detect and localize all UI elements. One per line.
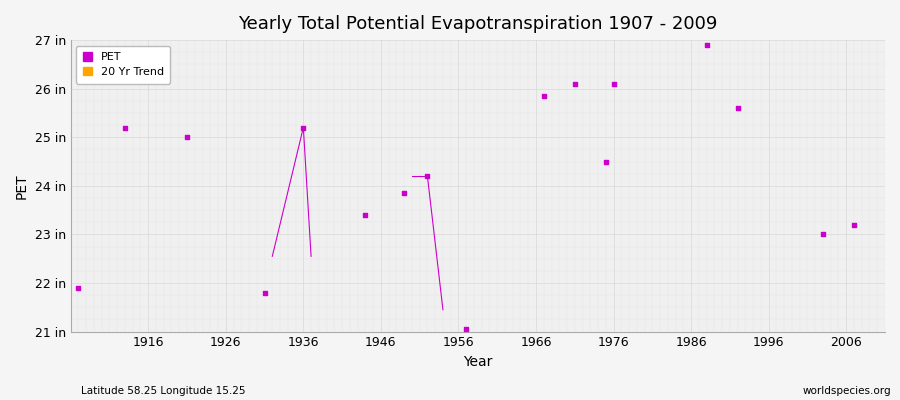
Point — [815, 231, 830, 238]
Y-axis label: PET: PET — [15, 173, 29, 199]
Text: worldspecies.org: worldspecies.org — [803, 386, 891, 396]
Point — [536, 93, 551, 99]
X-axis label: Year: Year — [464, 355, 492, 369]
Point — [598, 158, 613, 165]
Point — [397, 190, 411, 196]
Point — [296, 124, 310, 131]
Point — [71, 285, 86, 291]
Point — [420, 173, 435, 179]
Point — [699, 42, 714, 48]
Point — [358, 212, 373, 218]
Point — [607, 81, 621, 87]
Point — [180, 134, 194, 140]
Point — [257, 290, 272, 296]
Legend: PET, 20 Yr Trend: PET, 20 Yr Trend — [76, 46, 170, 84]
Point — [731, 105, 745, 111]
Point — [847, 222, 861, 228]
Point — [568, 81, 582, 87]
Title: Yearly Total Potential Evapotranspiration 1907 - 2009: Yearly Total Potential Evapotranspiratio… — [238, 15, 717, 33]
Point — [459, 326, 473, 332]
Point — [118, 124, 132, 131]
Text: Latitude 58.25 Longitude 15.25: Latitude 58.25 Longitude 15.25 — [81, 386, 246, 396]
